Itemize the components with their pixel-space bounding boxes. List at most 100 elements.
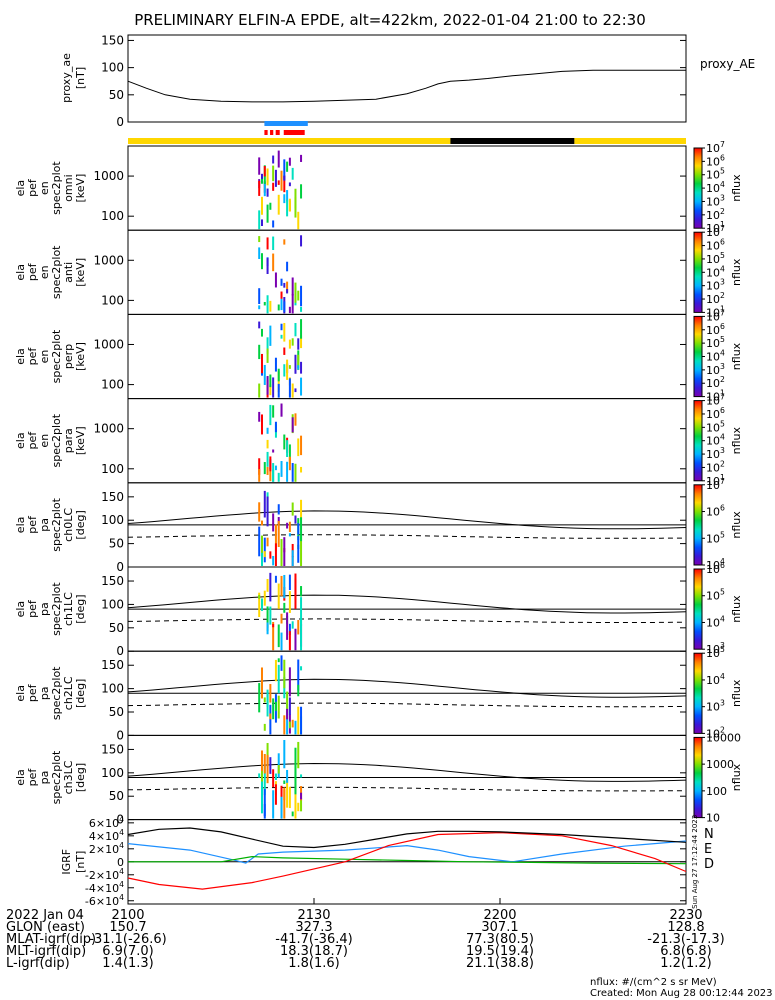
spectrogram-panel-8-flux-strip — [286, 769, 289, 783]
spectrogram-panel-8-flux-strip — [260, 750, 263, 772]
spectrogram-panel-7-flux-strip — [274, 701, 277, 711]
spectrogram-panel-1-colorbar-label: nflux — [730, 174, 743, 202]
red-status-segment — [283, 130, 305, 135]
spectrogram-panel-8-flux-strip — [258, 773, 261, 778]
spectrogram-panel-3-flux-strip — [260, 328, 263, 337]
spectrogram-panel-2-flux-strip — [283, 282, 286, 288]
spectrogram-panel-5-ytick-label: 0 — [116, 560, 124, 574]
igrf-legend-N: N — [704, 827, 714, 842]
spectrogram-panel-4-ylabel-line-5: [keV] — [74, 426, 87, 455]
x-axis-row-label: MLT-igrf(dip) — [6, 944, 86, 959]
spectrogram-panel-8-ylabel-line-1: pef — [26, 768, 39, 787]
spectrogram-panel-6-colorbar-label: nflux — [730, 595, 743, 623]
spectrogram-panel-3-flux-strip — [294, 354, 297, 374]
spectrogram-panel-2-flux-strip — [266, 237, 269, 250]
spectrogram-panel-5-flux-strip — [294, 515, 297, 524]
spectrogram-panel-6-flux-strip — [283, 602, 286, 613]
spectrogram-panel-3-flux-strip — [260, 353, 263, 374]
spectrogram-panel-6-colorbar — [693, 568, 703, 650]
spectrogram-panel-4-colorbar-label: nflux — [730, 427, 743, 455]
spectrogram-panel-3-flux-strip — [283, 364, 286, 377]
spectrogram-panel-5-ylabel-line-1: pef — [26, 515, 39, 534]
spectrogram-panel-5-colorbar-tick-label: 107 — [706, 477, 725, 492]
spectrogram-panel-8-ytick-label: 100 — [101, 766, 124, 780]
spectrogram-panel-5-ylabel-line-2: pa — [38, 518, 51, 532]
spectrogram-panel-3-flux-strip — [280, 334, 283, 339]
spectrogram-panel-6-colorbar-tick-label-exponent: 5 — [720, 588, 725, 597]
proxy-ae-ylabel-1: [nT] — [74, 67, 87, 89]
spectrogram-panel-5-flux-strip — [277, 521, 280, 548]
spectrogram-panel-4-flux-strip — [288, 444, 291, 461]
spectrogram-panel-8-flux-strip — [283, 740, 286, 769]
spectrogram-panel-4-flux-strip — [258, 411, 261, 422]
spectrogram-panel-7-flux-strip — [288, 667, 291, 697]
spectrogram-panel-6-ylabel-line-1: pef — [26, 599, 39, 618]
spectrogram-panel-7-flux-strip — [263, 723, 266, 731]
x-axis-row-value: 1.8(1.6) — [288, 956, 340, 971]
spectrogram-panel-7-ylabel-line-3: spec2plot — [50, 666, 63, 720]
spectrogram-panel-1-ylabel-line-1: pef — [26, 178, 39, 197]
spectrogram-panel-7-colorbar-tick-label-exponent: 4 — [720, 672, 725, 681]
spectrogram-panel-6-flux-strip — [300, 586, 303, 597]
spectrogram-panel-5-flux-strip — [263, 537, 266, 563]
igrf-ytick-label-exponent: 4 — [119, 828, 124, 837]
spectrogram-panel-3-flux-strip — [300, 377, 303, 396]
x-axis-row-value: -21.3(-17.3) — [647, 932, 724, 947]
spectrogram-panel-3-ylabel-line-5: [keV] — [74, 342, 87, 371]
spectrogram-panel-3-colorbar-tick-label-exponent: 6 — [720, 322, 725, 331]
spectrogram-panel-3-flux-strip — [283, 347, 286, 355]
spectrogram-panel-8-ylabel-line-2: pa — [38, 771, 51, 785]
sunlit-status-segment — [128, 138, 451, 144]
spectrogram-panel-4-flux-strip — [283, 434, 286, 450]
spectrogram-panel-3-ytick-label: 1000 — [93, 337, 124, 351]
spectrogram-panel-2-flux-strip — [258, 305, 261, 310]
spectrogram-panel-7-ytick-label: 0 — [116, 728, 124, 742]
spectrogram-panel-6-flux-strip — [266, 578, 269, 592]
spectrogram-panel-6-colorbar-tick-label-exponent: 3 — [720, 641, 725, 650]
igrf-ytick-label-exponent: 4 — [119, 815, 124, 824]
spectrogram-panel-7-colorbar-tick-label: 105 — [706, 645, 725, 660]
spectrogram-panel-1-flux-strip — [291, 167, 294, 180]
spectrogram-panel-3-colorbar-tick-label-exponent: 3 — [720, 362, 725, 371]
spectrogram-panel-4-flux-strip — [277, 472, 280, 482]
spectrogram-panel-5-flux-strip — [300, 536, 303, 566]
spectrogram-panel-2-ylabel-line-1: pef — [26, 262, 39, 281]
spectrogram-panel-5-flux-strip — [263, 490, 266, 518]
sunlit-status-segment — [574, 138, 686, 144]
spectrogram-panel-5-flux-strip — [260, 552, 263, 566]
spectrogram-panel-5-colorbar-tick-label: 105 — [706, 530, 725, 545]
spectrogram-panel-6-loss-cone-line — [127, 594, 687, 614]
flux-units-note: nflux: #/(cm^2 s sr MeV) — [590, 977, 717, 988]
spectrogram-panel-5-flux-strip — [274, 524, 277, 552]
spectrogram-panel-5-flux-strip — [263, 551, 266, 558]
spectrogram-panel-7-flux-strip — [258, 683, 261, 713]
spectrogram-panel-2-flux-strip — [277, 304, 280, 311]
igrf-E-line — [128, 855, 687, 865]
x-axis-row-label: 2022 Jan 04 — [6, 908, 84, 923]
spectrogram-panel-6-flux-strip — [274, 575, 277, 583]
spectrogram-panel-7-ylabel-line-2: pa — [38, 686, 51, 700]
spectrogram-panel-2-flux-strip — [283, 301, 286, 312]
spectrogram-panel-5-flux-strip — [272, 555, 275, 566]
spectrogram-panel-1-flux-strip — [297, 211, 300, 230]
spectrogram-panel-7-ylabel-line-4: ch2LC — [62, 676, 75, 710]
spectrogram-panel-8-flux-strip — [266, 754, 269, 784]
spectrogram-panel-2-ylabel-line-5: [keV] — [74, 258, 87, 287]
spectrogram-panel-1-flux-strip — [277, 180, 280, 185]
spectrogram-panel-2-ylabel-line-2: en — [38, 265, 51, 279]
spectrogram-panel-1-ylabel-line-3: spec2plot — [50, 161, 63, 215]
spectrogram-panel-8-flux-strip — [288, 786, 291, 809]
spectrogram-panel-1-flux-strip — [260, 219, 263, 227]
spectrogram-panel-8-flux-strip — [294, 771, 297, 795]
spectrogram-panel-8-flux-strip — [260, 781, 263, 814]
spectrogram-panel-6-flux-strip — [300, 597, 303, 626]
spectrogram-panel-7-colorbar-tick-label: 104 — [706, 672, 725, 687]
spectrogram-panel-7-flux-strip — [269, 713, 272, 720]
spectrogram-panel-8-colorbar-tick-label: 10000 — [706, 731, 741, 744]
spectrogram-panel-4-ytick-label: 1000 — [93, 422, 124, 436]
spectrogram-panel-5-flux-strip — [291, 502, 294, 516]
spectrogram-panel-4-flux-strip — [274, 421, 277, 433]
igrf-total-line — [127, 827, 687, 849]
spectrogram-panel-3-flux-strip — [258, 321, 261, 329]
spectrogram-panel-6-colorbar-tick-label: 105 — [706, 588, 725, 603]
